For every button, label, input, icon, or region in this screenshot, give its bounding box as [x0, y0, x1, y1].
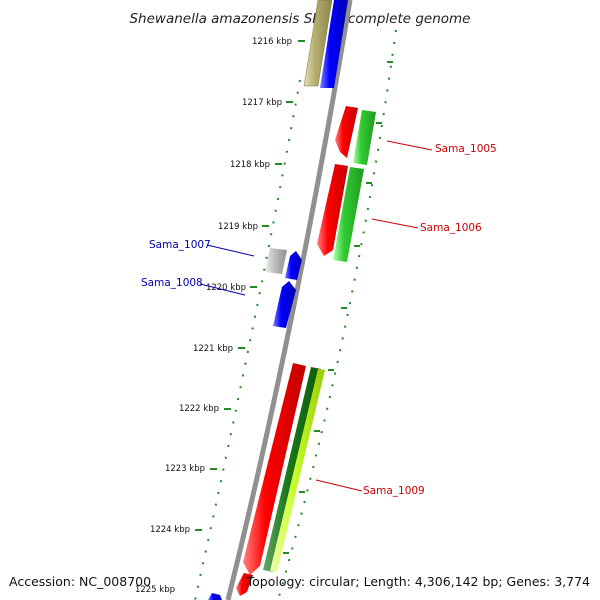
gene-labels: Sama_1005 Sama_1006 Sama_1007 Sama_1008 … [141, 143, 497, 497]
gene-olive[interactable] [303, 0, 333, 87]
gene-sama-1009-red[interactable] [243, 363, 306, 575]
label-leaders [199, 140, 433, 492]
gene-sama-1006-green[interactable] [333, 167, 364, 262]
scale-label: 1225 kbp [135, 585, 175, 595]
leader-sama-1008 [199, 283, 246, 296]
gene-label-sama-1006[interactable]: Sama_1006 [420, 222, 482, 234]
gene-bottom-red[interactable] [236, 573, 253, 596]
gene-label-sama-1008[interactable]: Sama_1008 [141, 277, 203, 289]
leader-sama-1009 [315, 479, 363, 492]
outer-ticks [283, 61, 393, 554]
gene-sama-1009-yellow[interactable] [270, 369, 325, 572]
gene-sama-1008[interactable] [273, 281, 296, 328]
scale-label: 1217 kbp [242, 98, 282, 108]
scale-ticks [195, 40, 305, 531]
gene-sama-1005-red[interactable] [335, 106, 358, 158]
scale-label: 1223 kbp [165, 464, 205, 474]
scale-label: 1220 kbp [206, 283, 246, 293]
outer-scale-dots [277, 29, 397, 600]
gene-bottom-blue[interactable] [208, 593, 222, 600]
gene-sama-1007-blue[interactable] [285, 251, 302, 280]
leader-sama-1006 [371, 218, 419, 229]
gene-label-sama-1007[interactable]: Sama_1007 [149, 239, 211, 251]
genome-summary-text: Topology: circular; Length: 4,306,142 bp… [246, 574, 590, 589]
scale-label: 1221 kbp [193, 344, 233, 354]
scale-label: 1222 kbp [179, 404, 219, 414]
gene-features [208, 0, 376, 600]
accession-text: Accession: NC_008700 [9, 574, 151, 589]
scale-label: 1224 kbp [150, 525, 190, 535]
gene-label-sama-1005[interactable]: Sama_1005 [435, 143, 497, 155]
scale-label: 1218 kbp [230, 160, 270, 170]
gene-label-sama-1009[interactable]: Sama_1009 [363, 485, 425, 497]
gene-sama-1006-red[interactable] [317, 164, 348, 256]
genome-backbone [225, 0, 353, 600]
scale-labels: 1216 kbp 1217 kbp 1218 kbp 1219 kbp 1220… [135, 37, 292, 595]
scale-label: 1216 kbp [252, 37, 292, 47]
scale-label: 1219 kbp [218, 222, 258, 232]
gene-blue-top[interactable] [320, 0, 348, 88]
gene-sama-1007-gray[interactable] [265, 248, 287, 274]
leader-sama-1005 [386, 140, 433, 151]
gene-sama-1005-green[interactable] [353, 110, 376, 165]
leader-sama-1007 [206, 244, 255, 257]
map-title: Shewanella amazonensis SB2B, complete ge… [129, 11, 470, 27]
